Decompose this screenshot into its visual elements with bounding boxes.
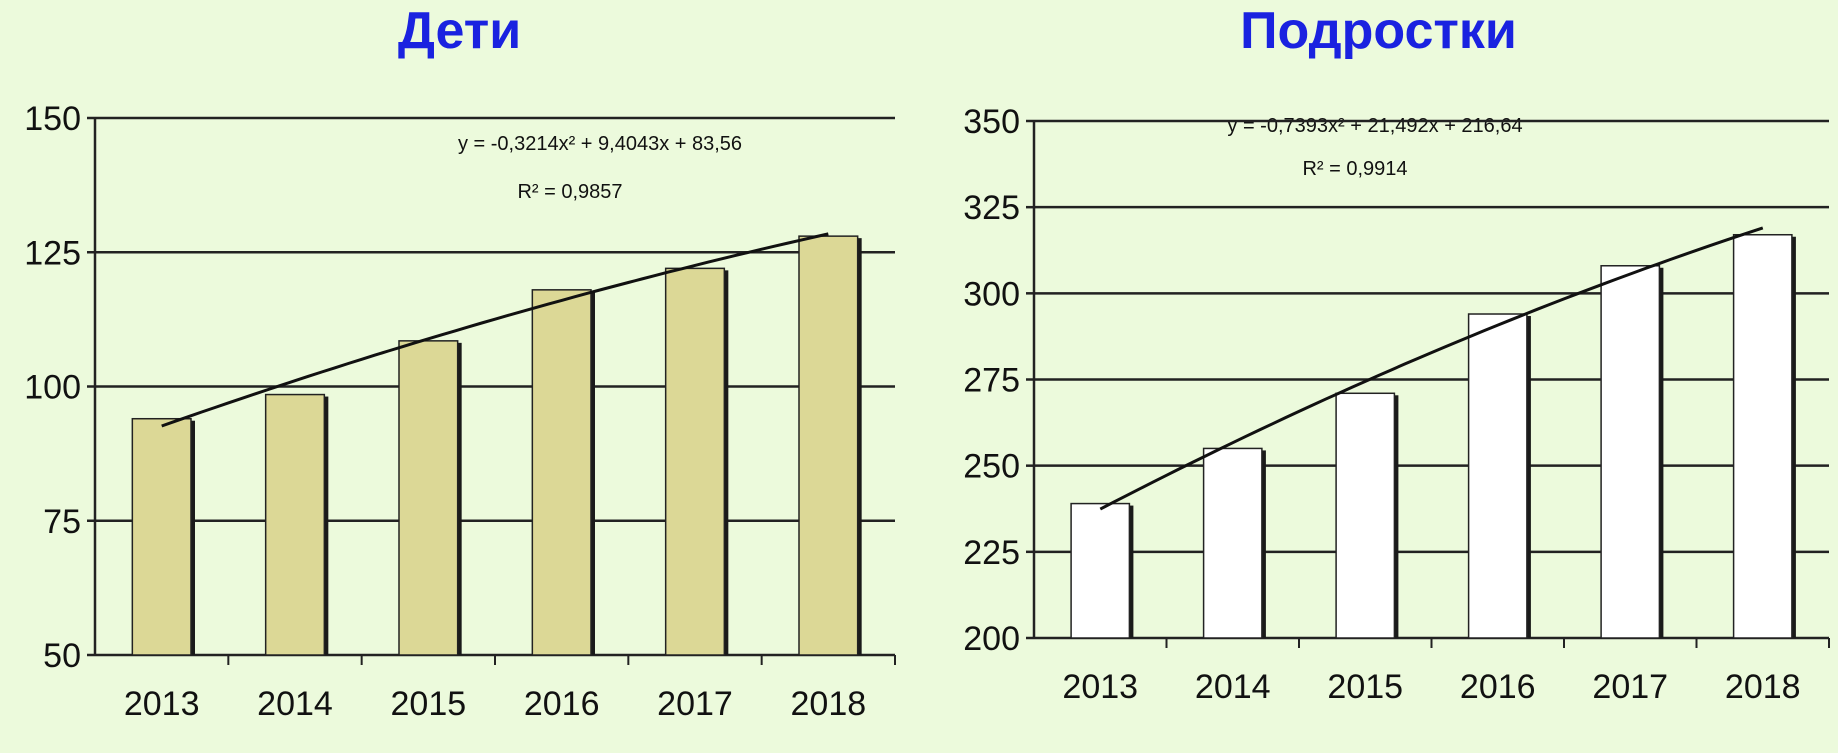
gridlines: 50 75 100 125 150 <box>24 100 895 675</box>
chart-panel-children: Дети y = -0,3214x² + 9,4043x + 83,56 R² … <box>24 2 896 723</box>
trendline <box>1099 226 1764 511</box>
y-tick-label: 50 <box>43 637 81 675</box>
chart-title: Подростки <box>1240 2 1517 60</box>
x-tick-label: 2014 <box>257 685 333 723</box>
bar <box>1070 502 1131 639</box>
bar <box>798 235 859 656</box>
r-squared: R² = 0,9857 <box>517 181 622 203</box>
x-tick-label: 2015 <box>391 685 467 723</box>
y-tick-label: 300 <box>963 275 1020 313</box>
x-tick-label: 2017 <box>657 685 733 723</box>
gridlines: 200 225 250 275 300 325 350 <box>963 103 1829 658</box>
bar-chart-children: y = -0,3214x² + 9,4043x + 83,56 R² = 0,9… <box>24 100 896 723</box>
y-tick-label: 275 <box>963 362 1020 400</box>
y-tick-label: 125 <box>24 234 81 272</box>
x-tick-label: 2013 <box>124 685 200 723</box>
bar-chart-teens: y = -0,7393x² + 21,492x + 216,64 R² = 0,… <box>963 103 1830 706</box>
r-squared: R² = 0,9914 <box>1302 158 1407 180</box>
y-tick-label: 225 <box>963 534 1020 572</box>
chart-panel-teens: Подростки y = -0,7393x² + 21,492x + 216,… <box>919 0 1838 753</box>
bar <box>131 417 192 656</box>
bars: 2013 2014 2015 2016 2017 2018 <box>1062 233 1830 706</box>
bar <box>1467 313 1528 639</box>
y-tick-label: 250 <box>963 448 1020 486</box>
x-tick-label: 2018 <box>791 685 867 723</box>
bar <box>398 340 459 656</box>
x-tick-label: 2015 <box>1327 668 1403 706</box>
x-tick-label: 2013 <box>1062 668 1138 706</box>
trend-equation: y = -0,3214x² + 9,4043x + 83,56 <box>458 133 742 155</box>
trendline <box>161 232 829 428</box>
bar <box>1202 447 1263 639</box>
y-tick-label: 350 <box>963 103 1020 141</box>
bar <box>1732 233 1793 639</box>
bars: 2013 2014 2015 2016 2017 2018 <box>124 235 896 723</box>
bar <box>1335 392 1396 639</box>
bar <box>264 393 326 656</box>
x-tick-label: 2018 <box>1725 668 1801 706</box>
y-tick-label: 150 <box>24 100 81 138</box>
y-tick-label: 200 <box>963 620 1020 658</box>
trend-equation: y = -0,7393x² + 21,492x + 216,64 <box>1227 115 1522 137</box>
x-tick-label: 2016 <box>524 685 600 723</box>
bar <box>664 267 726 656</box>
bar <box>531 289 592 656</box>
x-tick-label: 2017 <box>1592 668 1668 706</box>
x-tick-label: 2016 <box>1460 668 1536 706</box>
bar <box>1600 265 1661 639</box>
y-tick-label: 325 <box>963 189 1020 227</box>
x-tick-label: 2014 <box>1195 668 1271 706</box>
y-tick-label: 75 <box>43 503 81 541</box>
chart-title: Дети <box>397 2 522 60</box>
y-tick-label: 100 <box>24 369 81 407</box>
